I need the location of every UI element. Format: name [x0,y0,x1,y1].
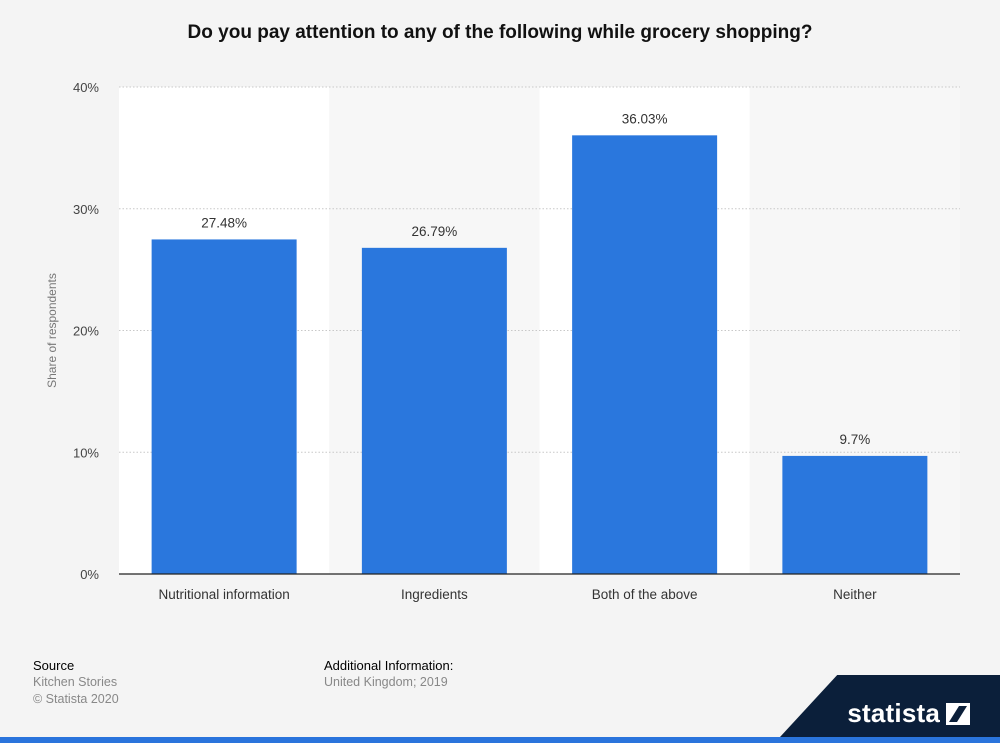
bar[interactable] [151,239,297,574]
bar[interactable] [782,455,928,574]
y-tick-label: 20% [73,324,99,339]
additional-info-block: Additional Information: United Kingdom; … [324,657,453,691]
source-heading: Source [33,658,75,673]
x-tick-label: Ingredients [401,587,468,602]
data-label: 27.48% [201,215,247,230]
bar[interactable] [572,135,718,574]
y-axis-ticks: 0% 10% 20% 30% 40% [73,80,99,582]
chart-title: Do you pay attention to any of the follo… [187,22,813,43]
additional-info-text: United Kingdom; 2019 [324,675,448,689]
y-tick-label: 30% [73,202,99,217]
y-axis-label: Share of respondents [45,273,59,388]
x-tick-label: Nutritional information [158,587,289,602]
additional-info-heading: Additional Information: [324,658,454,673]
x-tick-label: Both of the above [592,587,698,602]
brand-name[interactable]: statista [847,698,940,728]
y-tick-label: 10% [73,445,99,460]
y-tick-label: 0% [80,567,99,582]
bar[interactable] [361,247,507,574]
x-axis-ticks: Nutritional information Ingredients Both o… [158,587,877,602]
data-label: 36.03% [622,111,668,126]
source-block: Source Kitchen Stories © Statista 2020 [33,657,119,708]
y-tick-label: 40% [73,80,99,95]
data-label: 9.7% [839,432,870,447]
bars [151,135,928,574]
statista-logo-icon [946,703,970,725]
bar-chart: 27.48% 26.79% 36.03% 9.7% 0% 10% 20% 30% 40% Nu… [45,80,960,602]
x-tick-label: Neither [833,587,877,602]
source-line[interactable]: Kitchen Stories [33,675,118,689]
data-labels: 27.48% 26.79% 36.03% 9.7% [201,111,870,447]
data-label: 26.79% [411,224,457,239]
copyright-line: © Statista 2020 [33,692,119,706]
brand-band [0,737,1000,743]
